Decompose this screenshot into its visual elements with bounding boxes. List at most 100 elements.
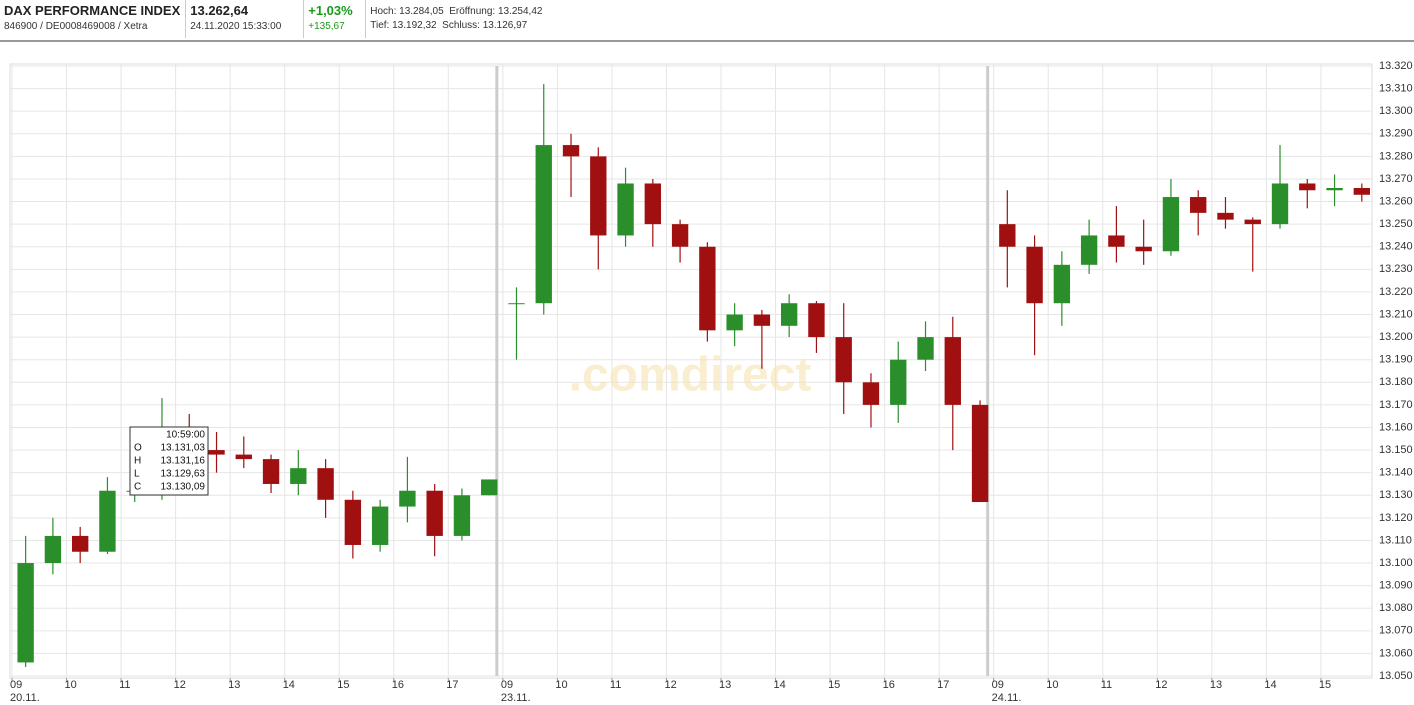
candle-body [780, 303, 798, 326]
tooltip-key: H [134, 456, 141, 467]
candle-body [453, 495, 471, 536]
stat-label: Hoch: [370, 6, 397, 17]
y-tick-label: 13.140 [1379, 467, 1413, 479]
candle-body [917, 337, 934, 360]
candle-body [1271, 183, 1289, 225]
x-tick-label: 14 [283, 679, 295, 691]
hover-tooltip: 10:59:00 O 13.131,03 H 13.131,16 L 13.129,63 C 1… [129, 426, 209, 496]
timestamp: 24.11.2020 15:33:00 [190, 21, 282, 32]
y-tick-label: 13.200 [1379, 331, 1413, 343]
y-tick-label: 13.240 [1379, 241, 1413, 253]
change-percent: +1,03% [308, 3, 353, 18]
y-tick-label: 13.280 [1379, 150, 1413, 162]
stat-label: Eröffnung: [449, 6, 496, 17]
day-label: 23.11. [501, 692, 531, 704]
y-tick-label: 13.160 [1379, 421, 1413, 433]
candle-body [835, 337, 852, 383]
stats-row: Tief: 13.192,32 Schluss: 13.126,97 [370, 19, 542, 33]
stat-label: Tief: [370, 20, 390, 31]
x-tick-label: 11 [119, 679, 130, 691]
watermark: .comdirect [569, 349, 812, 402]
change-absolute: +135,67 [308, 21, 345, 32]
tooltip-value: 13.129,63 [161, 469, 206, 480]
tooltip-box [129, 426, 209, 496]
y-tick-label: 13.190 [1379, 354, 1413, 366]
candle-body [371, 506, 389, 545]
candle-body [1326, 188, 1343, 191]
y-tick-label: 13.050 [1379, 670, 1413, 682]
x-tick-label: 13 [719, 679, 731, 691]
y-tick-label: 13.320 [1379, 60, 1413, 72]
y-tick-label: 13.250 [1379, 218, 1413, 230]
y-tick-label: 13.270 [1379, 173, 1413, 185]
candle-body [481, 479, 498, 496]
x-tick-label: 12 [664, 679, 676, 691]
candle-body [617, 183, 634, 236]
candle-body [562, 145, 580, 157]
x-tick-label: 16 [883, 679, 895, 691]
stat-value: 13.126,97 [482, 20, 528, 31]
x-tick-label: 11 [610, 679, 621, 691]
candle-body [753, 314, 771, 326]
quote-header: DAX PERFORMANCE INDEX 846900 / DE0008469… [0, 0, 1414, 42]
y-tick-label: 13.060 [1379, 647, 1413, 659]
stat-label: Schluss: [442, 20, 480, 31]
stats: Hoch: 13.284,05 Eröffnung: 13.254,42 Tie… [366, 0, 547, 38]
x-tick-label: 10 [1046, 679, 1058, 691]
y-tick-label: 13.150 [1379, 444, 1413, 456]
candle-body [808, 303, 825, 338]
x-tick-label: 12 [1155, 679, 1167, 691]
candle-body [644, 183, 662, 225]
candle-body [290, 468, 307, 484]
x-tick-label: 13 [228, 679, 240, 691]
y-tick-label: 13.070 [1379, 625, 1413, 637]
x-tick-label: 17 [446, 679, 458, 691]
candle-body [999, 224, 1016, 247]
y-tick-label: 13.110 [1379, 534, 1412, 546]
candle-body [344, 499, 362, 545]
y-tick-label: 13.180 [1379, 376, 1413, 388]
y-tick-label: 13.220 [1379, 286, 1413, 298]
candle-body [726, 314, 743, 331]
candle-body [508, 303, 525, 305]
x-tick-label: 10 [65, 679, 77, 691]
candle-body [262, 459, 280, 484]
x-tick-label: 17 [937, 679, 949, 691]
x-tick-label: 15 [337, 679, 349, 691]
candle-body [535, 145, 552, 304]
candle-body [317, 468, 334, 500]
candle-body [426, 490, 443, 536]
y-tick-label: 13.120 [1379, 512, 1413, 524]
candle-body [1217, 212, 1234, 220]
x-tick-label: 15 [828, 679, 840, 691]
y-tick-label: 13.290 [1379, 128, 1413, 140]
candle-body [1353, 188, 1370, 195]
y-tick-label: 13.230 [1379, 263, 1413, 275]
tooltip-key: O [134, 443, 142, 454]
candle-body [44, 535, 62, 564]
y-tick-label: 13.080 [1379, 602, 1413, 614]
day-label: 20.11. [10, 692, 40, 704]
x-tick-label: 11 [1101, 679, 1112, 691]
tooltip-time: 10:59:00 [166, 430, 205, 441]
tooltip-value: 13.131,03 [161, 443, 206, 454]
candle-body [890, 359, 907, 405]
y-tick-label: 13.260 [1379, 195, 1413, 207]
y-tick-label: 13.310 [1379, 82, 1413, 94]
x-tick-label: 14 [1264, 679, 1276, 691]
stat-value: 13.192,32 [392, 20, 437, 31]
candle-body [1162, 197, 1180, 252]
candle-body [235, 454, 252, 460]
candle-body [399, 490, 416, 507]
stat-value: 13.254,42 [497, 6, 543, 17]
y-tick-label: 13.090 [1379, 580, 1413, 592]
candle-body [99, 490, 116, 552]
candle-body [1026, 246, 1043, 304]
candle-body [1299, 183, 1316, 191]
x-tick-label: 10 [555, 679, 567, 691]
tooltip-value: 13.131,16 [161, 456, 206, 467]
candle-body [1080, 235, 1098, 265]
y-tick-label: 13.130 [1379, 489, 1413, 501]
x-tick-label: 13 [1210, 679, 1222, 691]
